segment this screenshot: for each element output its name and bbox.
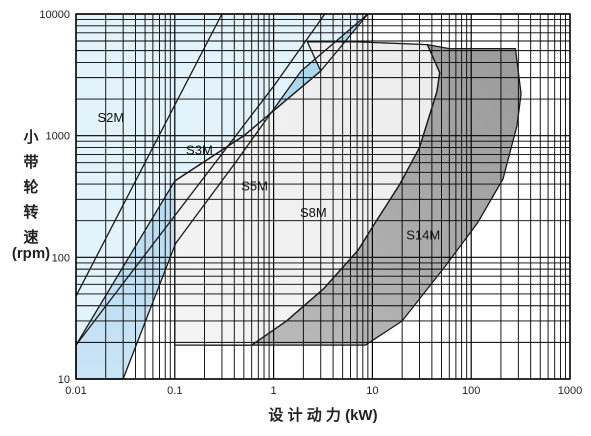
series-label-s2m: S2M xyxy=(97,110,124,125)
series-outline-s3m xyxy=(75,13,326,346)
y-axis-unit: (rpm) xyxy=(12,245,50,262)
x-tick-label: 10 xyxy=(366,385,378,397)
x-axis-label: 设 计 动 力 (kW) xyxy=(268,406,377,424)
axes-layer: 0.01 0.1 1 10 100 1000 10 100 1000 10000 小带轮转速(rpm… xyxy=(12,9,582,424)
outline-layer xyxy=(75,13,522,380)
x-tick-label: 1 xyxy=(271,385,277,397)
region-s5m xyxy=(76,14,368,379)
label-layer: S2M S3M S5M S8M S14M xyxy=(97,110,440,243)
y-axis-label-char: 小 xyxy=(23,129,38,146)
series-label-s8m: S8M xyxy=(300,205,327,220)
y-tick-label: 1000 xyxy=(46,131,70,143)
y-tick-label: 100 xyxy=(52,252,70,264)
series-label-s3m: S3M xyxy=(186,143,213,158)
regions-layer xyxy=(76,14,522,379)
y-tick-label: 10 xyxy=(58,374,70,386)
series-label-s14m: S14M xyxy=(406,228,440,243)
plot-frame xyxy=(75,13,571,380)
y-axis-label-char: 速 xyxy=(23,228,38,246)
series-outline-s14m xyxy=(203,43,522,346)
x-tick-label: 100 xyxy=(462,385,480,397)
y-axis-label-char: 带 xyxy=(23,154,38,171)
y-tick-label: 10000 xyxy=(39,9,70,21)
y-axis-label-char: 轮 xyxy=(23,178,38,196)
y-axis-label-char: 转 xyxy=(23,203,38,221)
series-label-s5m: S5M xyxy=(241,178,268,193)
x-tick-label: 0.01 xyxy=(65,385,86,397)
x-tick-label: 0.1 xyxy=(167,385,182,397)
series-outline-s2m xyxy=(75,13,223,297)
x-tick-label: 1000 xyxy=(558,385,582,397)
